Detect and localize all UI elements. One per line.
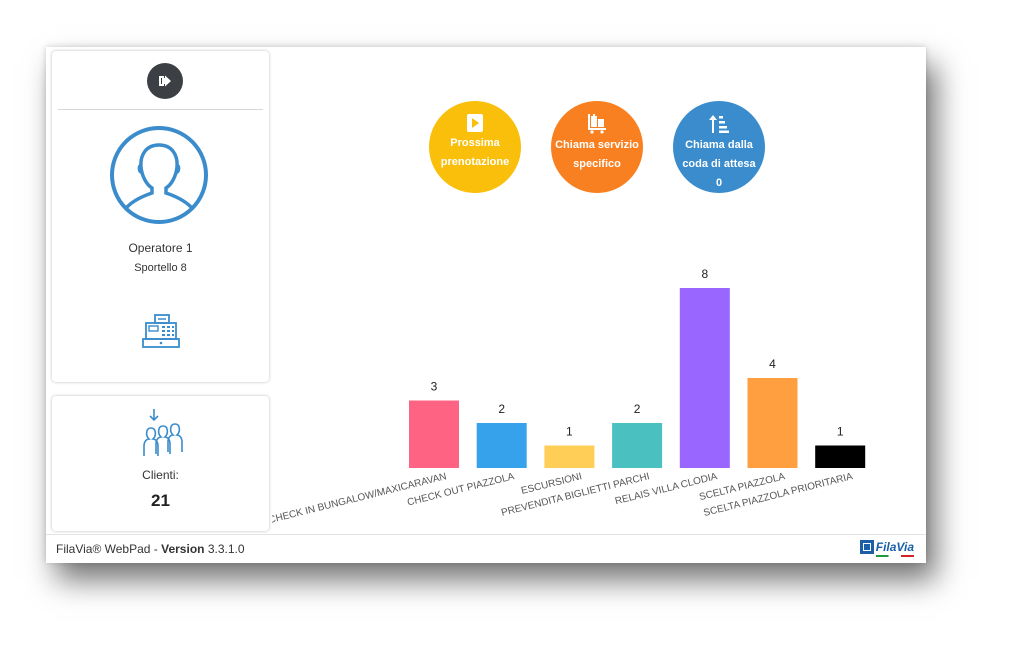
sign-out-icon	[159, 75, 171, 87]
queue-count: 0	[715, 177, 723, 189]
chart-data-label: 2	[498, 402, 505, 416]
cash-register-icon[interactable]	[142, 314, 180, 348]
chart-data-label: 1	[566, 425, 573, 439]
chart-bar	[815, 445, 866, 468]
logout-button[interactable]	[147, 63, 183, 99]
queue-people-icon	[143, 409, 183, 456]
user-avatar-icon	[110, 126, 208, 224]
chart-data-label: 1	[837, 425, 844, 439]
call-from-queue-button[interactable]: Chiama dalla coda di attesa 0	[673, 101, 765, 193]
chart-bar	[476, 423, 527, 468]
chart-bar	[747, 378, 798, 468]
chart-bar	[409, 400, 459, 468]
app-window: Operatore 1 Sportello 8 Cli	[46, 47, 926, 563]
filavia-logo: FilaVia	[859, 540, 914, 557]
chart-bar	[679, 288, 730, 468]
operator-card: Operatore 1 Sportello 8	[52, 51, 269, 382]
footer: FilaVia® WebPad - Version 3.3.1.0 FilaVi…	[46, 534, 926, 563]
operator-name: Operatore 1	[128, 241, 193, 255]
clients-count: 21	[151, 491, 170, 510]
divider	[58, 109, 263, 110]
chart-data-label: 8	[701, 267, 708, 281]
chart-data-label: 4	[769, 357, 776, 371]
version-text: FilaVia® WebPad - Version 3.3.1.0	[56, 542, 245, 556]
filavia-logo-text: FilaVia	[875, 540, 914, 554]
call-specific-service-button[interactable]: Chiama servizio specifico	[551, 101, 643, 193]
next-booking-button[interactable]: Prossima prenotazione	[429, 101, 521, 193]
chart-bar	[544, 445, 595, 468]
call-specific-service-label: Chiama servizio specifico	[555, 139, 639, 170]
clients-card: Clienti: 21	[52, 396, 269, 531]
version-label: Version	[161, 542, 205, 556]
chart-data-label: 3	[431, 380, 438, 394]
version-number: 3.3.1.0	[204, 542, 245, 556]
next-booking-label: Prossima prenotazione	[440, 137, 510, 168]
clients-label: Clienti:	[142, 468, 179, 482]
chart-bar	[612, 423, 663, 468]
italian-flag-stripe	[875, 555, 914, 557]
play-icon	[467, 114, 483, 132]
call-from-queue-label: Chiama dalla coda di attesa	[682, 139, 756, 170]
product-name: FilaVia® WebPad -	[56, 542, 162, 556]
operator-desk: Sportello 8	[134, 262, 187, 274]
chart-data-label: 2	[634, 402, 641, 416]
filavia-logo-icon	[859, 540, 874, 554]
sort-amount-up-icon	[709, 115, 729, 133]
luggage-cart-icon	[588, 114, 606, 134]
